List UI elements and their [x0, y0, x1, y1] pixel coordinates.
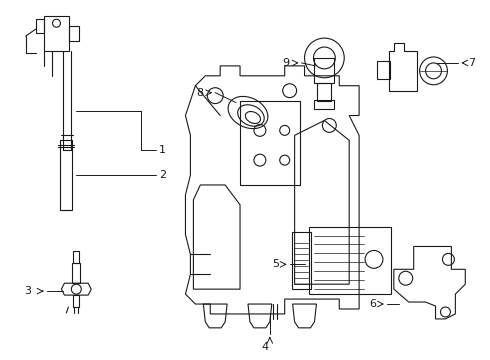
Text: 8: 8: [196, 88, 203, 98]
Bar: [318, 83, 331, 100]
Bar: [377, 61, 390, 79]
Bar: [315, 100, 334, 109]
Bar: [310, 227, 391, 294]
Bar: [60, 140, 73, 210]
Bar: [73, 264, 80, 283]
Text: 6: 6: [369, 299, 376, 309]
Bar: [292, 231, 312, 289]
Text: 7: 7: [468, 58, 475, 68]
Text: 1: 1: [159, 145, 166, 155]
Text: 5: 5: [272, 259, 279, 269]
Text: 3: 3: [24, 286, 31, 296]
Text: 9: 9: [283, 58, 290, 68]
Text: 4: 4: [261, 342, 269, 352]
Bar: [74, 251, 79, 264]
Bar: [240, 100, 299, 185]
Bar: [315, 58, 334, 83]
Text: 2: 2: [159, 170, 166, 180]
Bar: [74, 295, 79, 307]
